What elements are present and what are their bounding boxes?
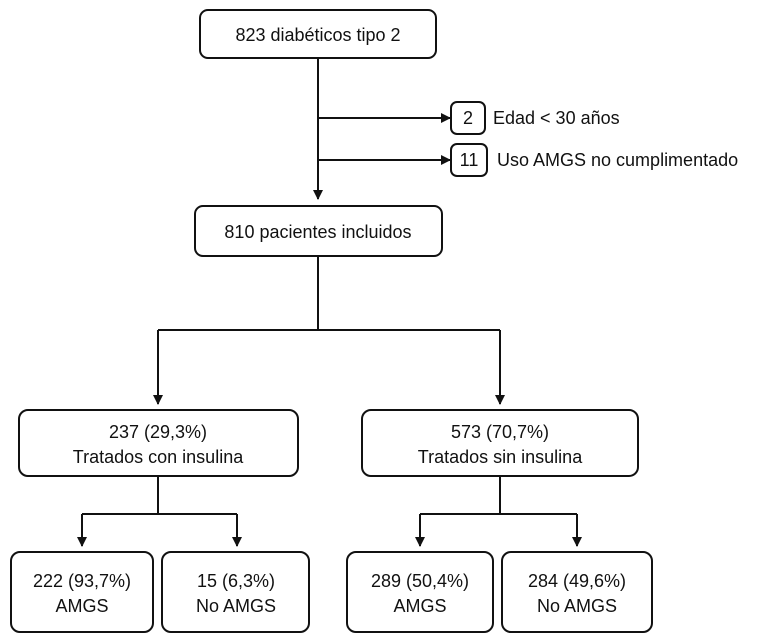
node-ins-no-amgs: 15 (6,3%) No AMGS (161, 551, 310, 633)
node-noins-amgs-line1: 289 (50,4%) (371, 571, 469, 591)
node-noins-no-amgs-line1: 284 (49,6%) (528, 571, 626, 591)
node-included-label: 810 pacientes incluidos (224, 222, 411, 242)
node-no-insulin-line2: Tratados sin insulina (418, 447, 583, 467)
node-noins-amgs-line2: AMGS (393, 596, 446, 616)
node-root-label: 823 diabéticos tipo 2 (235, 25, 400, 45)
excl-amgs-count: 11 (460, 150, 479, 170)
node-no-insulin: 573 (70,7%) Tratados sin insulina (361, 409, 639, 477)
excl-amgs-label: Uso AMGS no cumplimentado (497, 150, 738, 170)
node-ins-amgs: 222 (93,7%) AMGS (10, 551, 154, 633)
excl-age-count: 2 (463, 108, 473, 128)
node-excl-age: 2 Edad < 30 años (450, 101, 620, 135)
node-included: 810 pacientes incluidos (194, 205, 443, 257)
node-ins-amgs-line1: 222 (93,7%) (33, 571, 131, 591)
node-ins-no-amgs-line2: No AMGS (196, 596, 276, 616)
node-insulin: 237 (29,3%) Tratados con insulina (18, 409, 299, 477)
node-noins-amgs: 289 (50,4%) AMGS (346, 551, 494, 633)
node-ins-amgs-line2: AMGS (55, 596, 108, 616)
node-root: 823 diabéticos tipo 2 (199, 9, 437, 59)
node-noins-no-amgs-line2: No AMGS (537, 596, 617, 616)
node-ins-no-amgs-line1: 15 (6,3%) (197, 571, 275, 591)
node-no-insulin-line1: 573 (70,7%) (451, 422, 549, 442)
node-excl-amgs: 11 Uso AMGS no cumplimentado (450, 143, 738, 177)
node-insulin-line1: 237 (29,3%) (109, 422, 207, 442)
node-noins-no-amgs: 284 (49,6%) No AMGS (501, 551, 653, 633)
connectors (77, 58, 582, 547)
node-insulin-line2: Tratados con insulina (73, 447, 244, 467)
excl-age-label: Edad < 30 años (493, 108, 620, 128)
